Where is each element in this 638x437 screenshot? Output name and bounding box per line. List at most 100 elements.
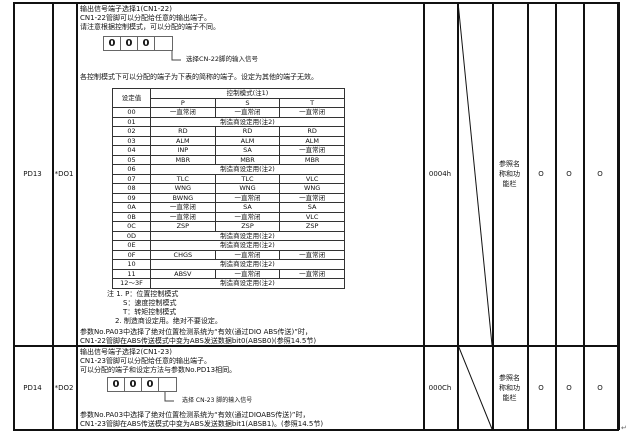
desc-line: CN1-22管脚可以分配给任意的输出端子。 <box>80 14 212 22</box>
signal-cell: ZSP <box>279 221 345 232</box>
footer-line: CN1-23管脚在ABS传送模式中变为ABS发送数据bit1(ABSB1)。(参… <box>80 420 324 428</box>
return-mark: ↵ <box>621 424 627 432</box>
table-bottom-border <box>13 429 619 431</box>
digit: 0 <box>125 378 142 391</box>
signal-cell: 一直常闭 <box>214 211 281 222</box>
signal-cell: SA <box>279 202 345 213</box>
signal-row: 02 RD RD RD <box>112 126 345 137</box>
signal-cell: WNG <box>279 183 345 194</box>
signal-cell: 一直常闭 <box>279 192 345 203</box>
diagonal-lines <box>457 2 493 430</box>
setting-value: 11 <box>112 268 151 279</box>
col-line <box>555 2 557 430</box>
footer-line: CN1-22管脚在ABS传送模式中变为ABS发送数据bit0(ABSB0)(参照… <box>80 337 317 345</box>
mode-p: O <box>538 169 544 178</box>
signal-cell: MBR <box>279 154 345 165</box>
signal-row: 09 BWNG 一直常闭 一直常闭 <box>112 192 345 203</box>
mode-p: O <box>538 384 544 392</box>
reserved-cell: 制造商设定用(注2) <box>150 259 345 270</box>
signal-cell: RD <box>214 126 281 137</box>
row-divider <box>13 345 619 347</box>
mode-t: O <box>597 169 603 178</box>
setting-value: 0A <box>112 202 151 213</box>
signal-cell: ABSV <box>150 268 216 279</box>
signal-cell: MBR <box>150 154 216 165</box>
signal-cell: ALM <box>150 135 216 146</box>
header-s: S <box>214 97 281 108</box>
initial-value: 0004h <box>428 169 452 178</box>
col-line <box>13 2 15 430</box>
signal-cell: SA <box>214 145 281 156</box>
header-t: T <box>279 97 345 108</box>
note: 注 1. P：位置控制模式 <box>107 290 179 298</box>
setting-value: 12～3F <box>112 278 151 289</box>
signal-row: 04 INP SA 一直常闭 <box>112 145 345 156</box>
desc-title: 输出信号端子选择2(CN1-23) <box>80 348 172 356</box>
signal-row: 00 一直常闭 一直常闭 一直常闭 <box>112 107 345 118</box>
reserved-cell: 制造商设定用(注2) <box>150 240 345 251</box>
col-line <box>492 2 494 430</box>
col-line <box>527 2 529 430</box>
setting-value: 02 <box>112 126 151 137</box>
signal-cell: 一直常闭 <box>150 107 216 118</box>
signal-cell: MBR <box>214 154 281 165</box>
signal-row: 01 制造商设定用(注2) <box>112 116 345 127</box>
reserved-cell: 制造商设定用(注2) <box>150 230 345 241</box>
footer-line: 参数No.PA03中选择了绝对位置检测系统为“有效(通过DIOABS传送)”时， <box>80 411 310 419</box>
col-line <box>423 2 425 430</box>
signal-cell: SA <box>214 202 281 213</box>
signal-cell: WNG <box>214 183 281 194</box>
signal-cell: 一直常闭 <box>214 249 281 260</box>
desc-line: 请注意根据控制模式，可以分配的端子不同。 <box>80 23 220 31</box>
signal-row: 0F CHGS 一直常闭 一直常闭 <box>112 249 345 260</box>
signal-cell: RD <box>150 126 216 137</box>
signal-cell: TLC <box>150 173 216 184</box>
signal-cell: ALM <box>214 135 281 146</box>
digit <box>155 37 172 50</box>
header-mode: 控制模式(注1) <box>150 88 345 99</box>
signal-cell: ZSP <box>150 221 216 232</box>
bracket-icon <box>164 392 174 402</box>
table-intro: 各控制模式下可以分配的端子为下表的简称的端子。设定为其他的端子无效。 <box>80 73 318 81</box>
table-top-border <box>13 2 619 4</box>
signal-cell: 一直常闭 <box>214 192 281 203</box>
col-line <box>583 2 585 430</box>
setting-value: 01 <box>112 116 151 127</box>
desc-line: 可以分配的端子和设定方法与参数No.PD13相同。 <box>80 366 237 374</box>
bracket-icon <box>171 51 181 61</box>
digit: 0 <box>138 37 155 50</box>
footer-line: 参数No.PA03中选择了绝对位置检测系统为“有效(通过DIO ABS传送)”时… <box>80 328 312 336</box>
signal-cell: BWNG <box>150 192 216 203</box>
signal-row: 05 MBR MBR MBR <box>112 154 345 165</box>
desc-title: 输出信号端子选择1(CN1-22) <box>80 5 172 13</box>
col-line <box>457 2 459 430</box>
reserved-cell: 制造商设定用(注2) <box>150 278 345 289</box>
select-note: 选择 CN-23 脚的输入信号 <box>182 397 253 404</box>
signal-row: 0C ZSP ZSP ZSP <box>112 221 345 232</box>
param-name: *DO2 <box>54 384 74 392</box>
digit: 0 <box>104 37 121 50</box>
header-p: P <box>150 97 216 108</box>
signal-cell: 一直常闭 <box>150 202 216 213</box>
select-note: 选择CN-22脚的输入信号 <box>186 55 259 63</box>
signal-cell: INP <box>150 145 216 156</box>
signal-cell: 一直常闭 <box>279 107 345 118</box>
digit: 0 <box>142 378 159 391</box>
note: T：转矩控制模式 <box>123 308 177 316</box>
unit: 参照名称和功能栏 <box>499 159 520 188</box>
signal-cell: 一直常闭 <box>279 268 345 279</box>
signal-cell: ZSP <box>214 221 281 232</box>
setting-value: 0B <box>112 211 151 222</box>
setting-value: 10 <box>112 259 151 270</box>
note: S：速度控制模式 <box>123 299 177 307</box>
signal-row: 03 ALM ALM ALM <box>112 135 345 146</box>
digit: 0 <box>121 37 138 50</box>
setting-value: 00 <box>112 107 151 118</box>
signal-cell: TLC <box>214 173 281 184</box>
initial-value: 000Ch <box>428 384 452 392</box>
signal-row: 11 ABSV 一直常闭 一直常闭 <box>112 268 345 279</box>
setting-value: 05 <box>112 154 151 165</box>
mode-t: O <box>597 384 603 392</box>
signal-cell: WNG <box>150 183 216 194</box>
signal-cell: 一直常闭 <box>279 249 345 260</box>
